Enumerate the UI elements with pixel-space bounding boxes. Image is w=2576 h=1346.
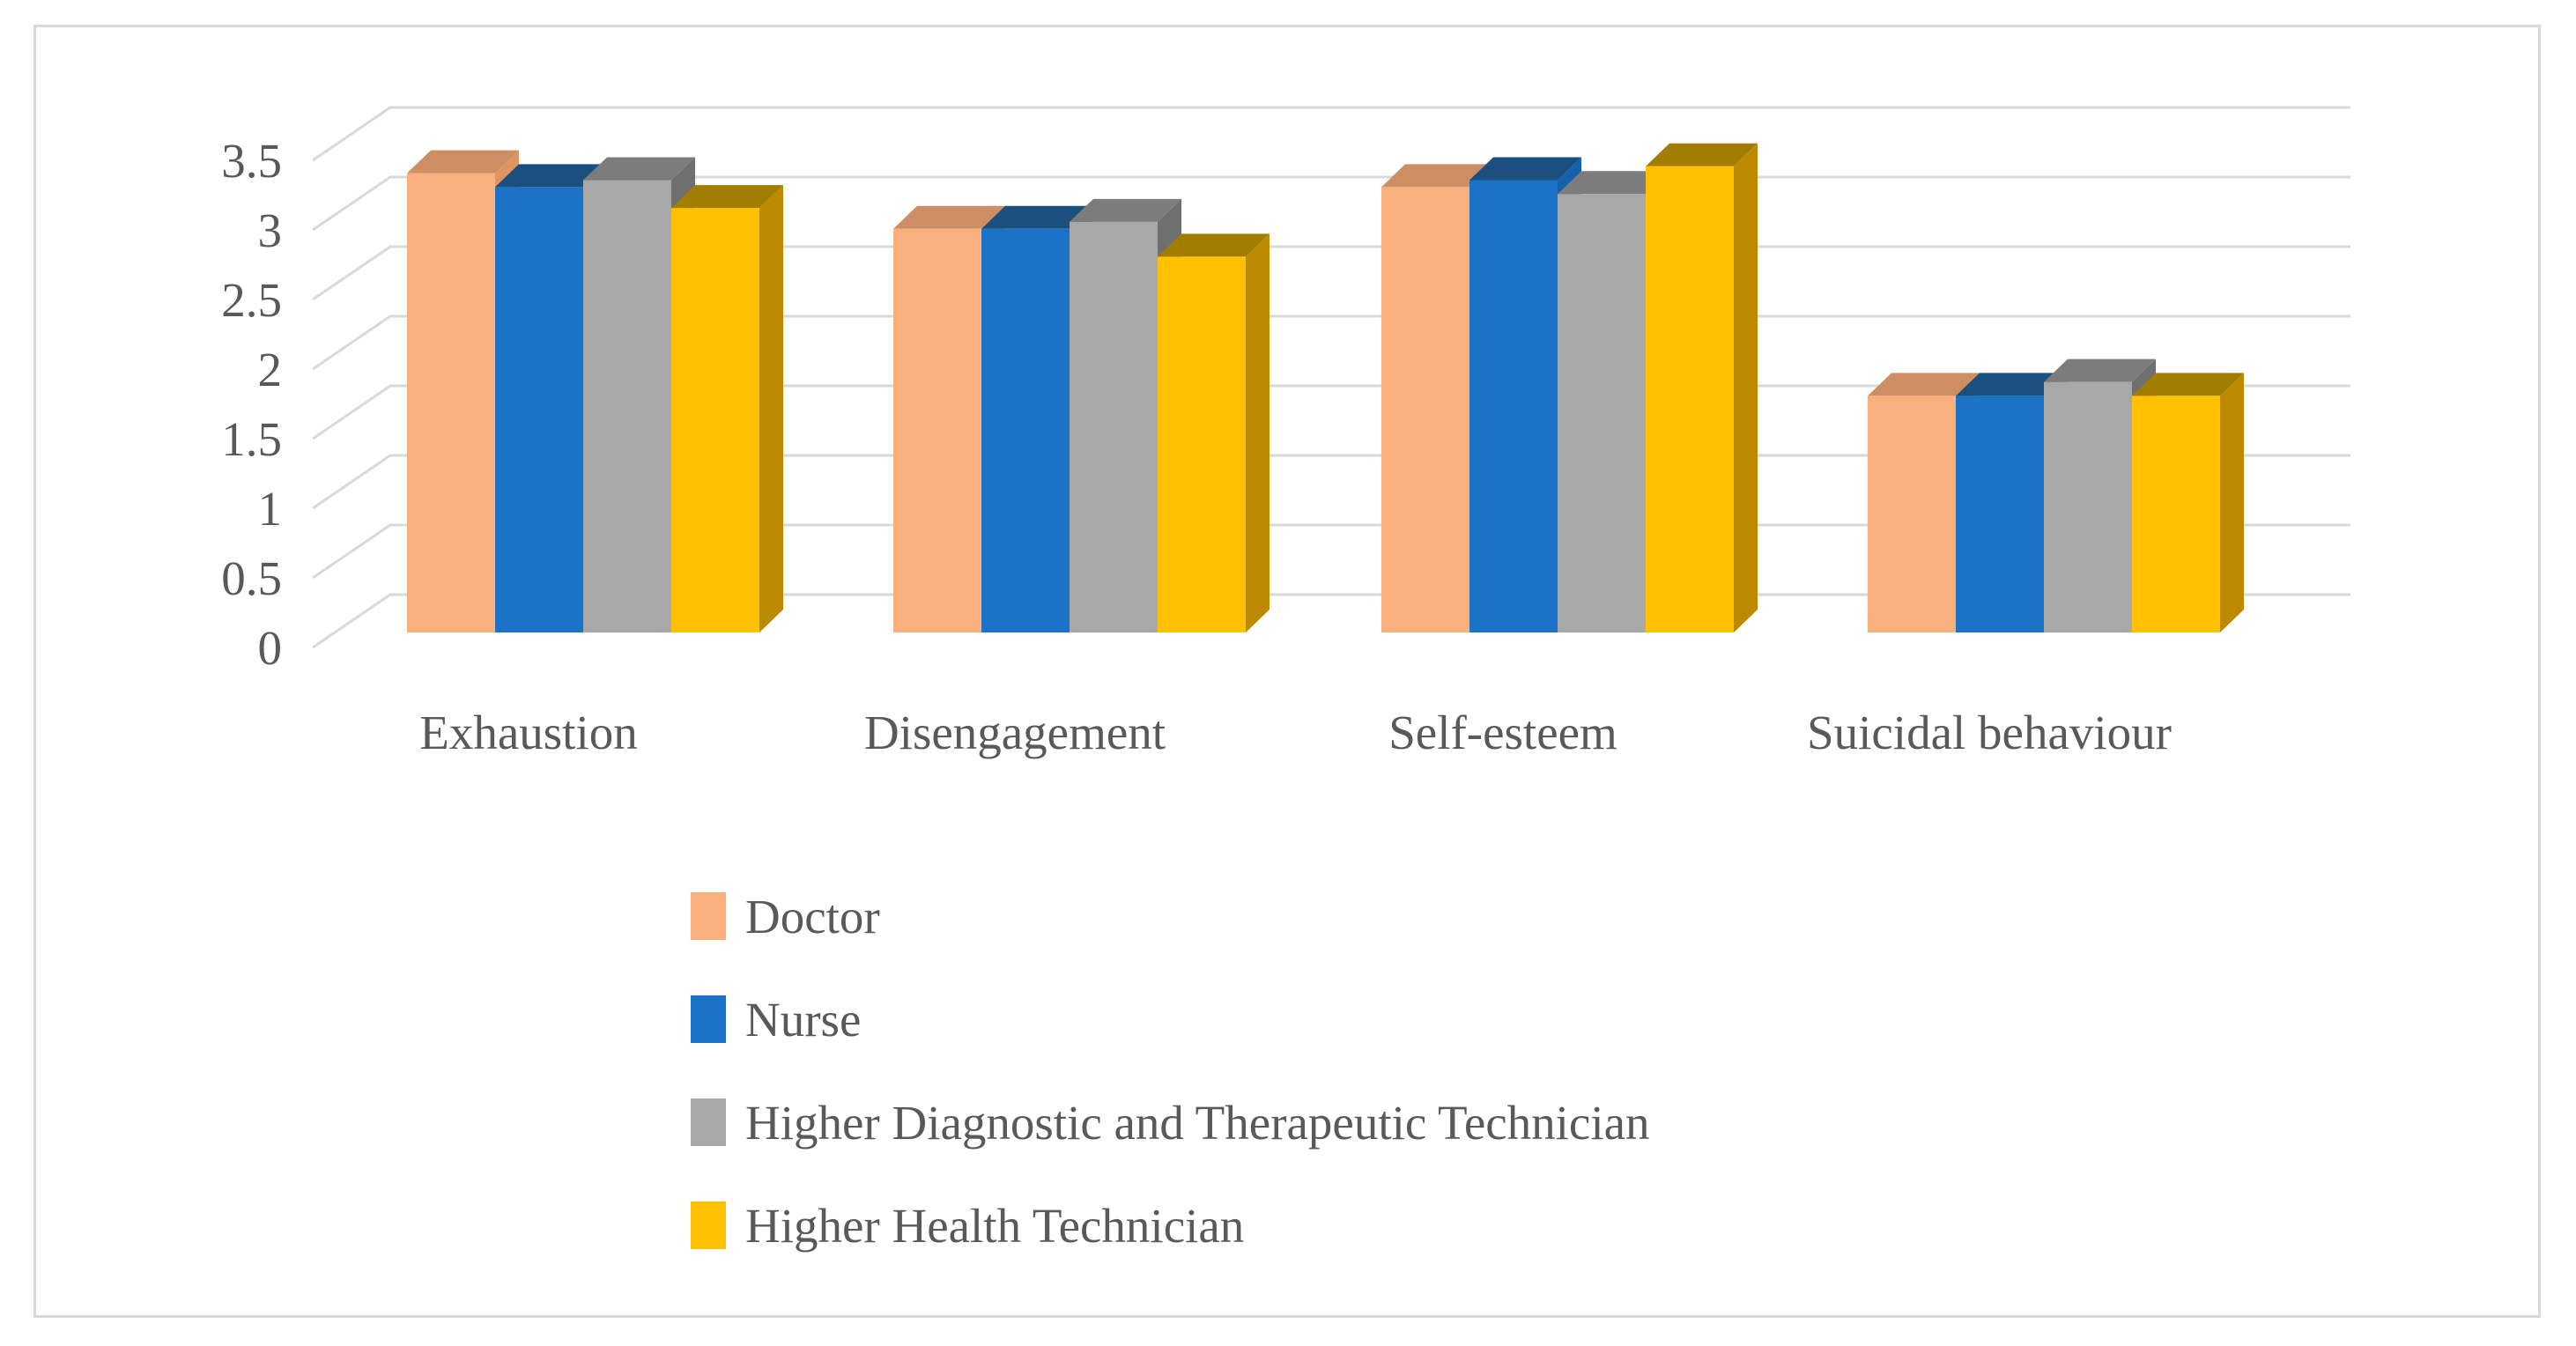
bar-top-face — [893, 205, 1005, 229]
category-label-exhaustion: Exhaustion — [419, 706, 638, 759]
bar-top-face — [1469, 157, 1581, 181]
bar-top-face — [981, 205, 1093, 229]
legend-item-higher-diagnostic-and-therapeutic-technician: Higher Diagnostic and Therapeutic Techni… — [691, 1095, 1650, 1150]
bar-front-face — [2132, 396, 2220, 632]
bar-top-face — [671, 185, 783, 209]
legend-swatch-higher-health-technician — [691, 1202, 726, 1249]
y-tick-label-0.5: 0.5 — [221, 551, 282, 605]
bar-front-face — [2044, 381, 2132, 632]
bar-top-face — [2044, 359, 2156, 382]
bar-front-face — [1070, 221, 1158, 632]
legend-item-doctor: Doctor — [691, 889, 1650, 943]
legend-label-higher-diagnostic-and-therapeutic-technician: Higher Diagnostic and Therapeutic Techni… — [745, 1095, 1650, 1150]
legend-item-nurse: Nurse — [691, 992, 1650, 1046]
category-label-self-esteem: Self-esteem — [1388, 706, 1617, 759]
bar-side-face — [1734, 143, 1758, 632]
bar-top-face — [1070, 198, 1181, 222]
y-tick-label-1: 1 — [258, 482, 283, 536]
bar-top-face — [1558, 171, 1669, 195]
category-label-suicidal-behaviour: Suicidal behaviour — [1807, 706, 2172, 759]
bar-top-face — [1158, 233, 1269, 257]
legend-label-doctor: Doctor — [745, 889, 880, 943]
bar-front-face — [1646, 166, 1734, 632]
bar-top-face — [1646, 143, 1758, 166]
y-tick-label-2: 2 — [258, 343, 283, 396]
bar-front-face — [1868, 396, 1956, 632]
y-tick-label-3.5: 3.5 — [221, 134, 282, 188]
bar-side-face — [759, 185, 783, 632]
bar-front-face — [671, 208, 759, 632]
y-tick-label-2.5: 2.5 — [221, 273, 282, 327]
legend-swatch-doctor — [691, 892, 726, 940]
bar-suicidal-behaviour-higher-health-technician — [2132, 373, 2244, 632]
bar-top-face — [1956, 373, 2068, 396]
y-tick-label-0: 0 — [258, 621, 283, 675]
legend-swatch-nurse — [691, 995, 726, 1043]
bar-front-face — [1158, 256, 1246, 632]
bar-exhaustion-higher-health-technician — [671, 185, 783, 632]
bar-front-face — [1558, 194, 1646, 633]
bar-top-face — [495, 164, 607, 188]
bar-front-face — [1381, 187, 1469, 632]
legend-swatch-higher-diagnostic-and-therapeutic-technician — [691, 1098, 726, 1146]
y-tick-label-1.5: 1.5 — [221, 412, 282, 466]
bar-disengagement-higher-health-technician — [1158, 233, 1269, 632]
bar-side-face — [1246, 233, 1269, 632]
chart-legend: Doctor Nurse Higher Diagnostic and Thera… — [691, 889, 1650, 1304]
bar-top-face — [1868, 373, 1980, 396]
bar-front-face — [1469, 180, 1558, 632]
legend-item-higher-health-technician: Higher Health Technician — [691, 1199, 1650, 1253]
y-tick-label-3: 3 — [258, 203, 283, 257]
bar-front-face — [1956, 396, 2044, 632]
bar-front-face — [893, 228, 981, 632]
category-label-disengagement: Disengagement — [863, 706, 1166, 759]
bar-top-face — [583, 157, 695, 181]
bar-top-face — [407, 150, 519, 174]
bar-top-face — [1381, 164, 1493, 188]
bar-front-face — [583, 180, 671, 632]
legend-label-nurse: Nurse — [745, 992, 862, 1046]
bar-front-face — [495, 187, 583, 632]
bar-front-face — [981, 228, 1070, 632]
legend-label-higher-health-technician: Higher Health Technician — [745, 1198, 1245, 1253]
gridline-3.5 — [312, 106, 2350, 162]
bar-self-esteem-higher-health-technician — [1646, 143, 1758, 632]
bar-top-face — [2132, 373, 2244, 396]
bar-side-face — [2220, 373, 2244, 632]
bar-front-face — [407, 173, 495, 633]
